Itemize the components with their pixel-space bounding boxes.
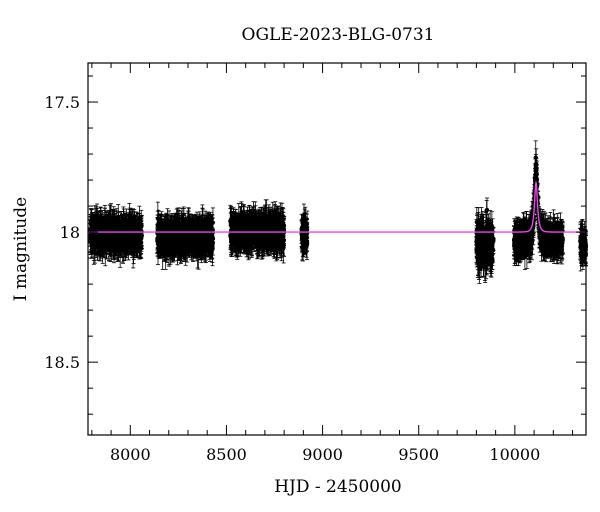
data-point <box>107 221 112 226</box>
data-point <box>89 232 95 237</box>
data-point <box>135 236 140 241</box>
data-point <box>185 228 190 233</box>
data-point <box>204 223 210 228</box>
data-point <box>136 223 141 228</box>
data-point <box>113 237 118 243</box>
data-point <box>125 236 131 241</box>
data-point <box>127 219 132 224</box>
data-point <box>173 227 178 232</box>
data-point <box>181 237 186 242</box>
data-point <box>106 244 112 250</box>
data-point <box>186 240 191 245</box>
data-point <box>188 221 193 226</box>
data-point <box>181 220 186 225</box>
data-point <box>161 242 167 248</box>
chart-title: OGLE-2023-BLG-0731 <box>242 25 435 45</box>
data-point <box>157 224 162 229</box>
data-point <box>117 234 122 239</box>
data-point <box>197 243 202 249</box>
data-point <box>171 239 176 244</box>
data-point <box>139 233 144 239</box>
data-point <box>161 238 166 243</box>
data-point <box>96 225 101 230</box>
data-point <box>100 231 106 237</box>
data-point <box>195 249 200 254</box>
data-point <box>198 238 203 243</box>
data-point <box>178 236 183 241</box>
data-point <box>165 237 170 242</box>
data-point <box>207 235 212 241</box>
data-points <box>88 140 589 284</box>
